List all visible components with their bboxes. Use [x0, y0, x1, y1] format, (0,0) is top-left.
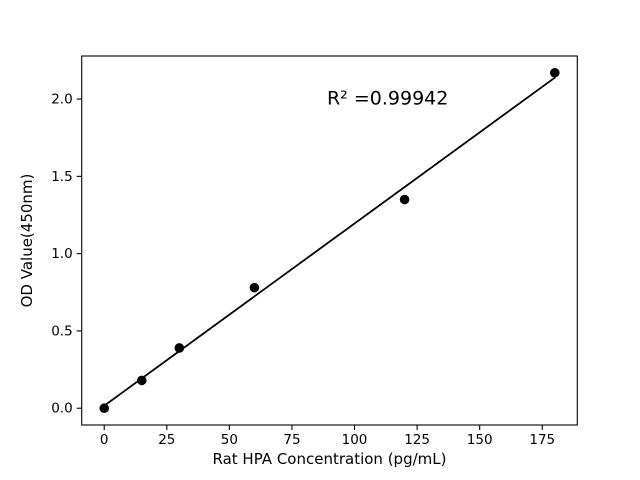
- x-tick-label: 50: [221, 432, 238, 448]
- data-point: [136, 375, 147, 386]
- x-tick-label: 0: [100, 432, 109, 448]
- data-point: [174, 343, 185, 353]
- data-point: [399, 194, 410, 205]
- data-point: [99, 403, 110, 414]
- plot-border: [81, 55, 578, 426]
- y-tick-label: 1.0: [51, 246, 72, 262]
- x-tick-label: 150: [467, 432, 493, 448]
- y-tick-label: 0.5: [51, 323, 72, 339]
- x-tick-label: 25: [158, 432, 175, 448]
- y-axis-label: OD Value(450nm): [18, 174, 36, 308]
- x-tick-label: 175: [529, 432, 555, 448]
- y-tick-label: 0.0: [51, 401, 72, 417]
- y-tick-label: 1.5: [51, 169, 72, 185]
- data-point: [549, 67, 560, 78]
- r-squared-annotation: R² =0.99942: [327, 88, 448, 110]
- x-tick-label: 100: [342, 432, 368, 448]
- y-tick-label: 2.0: [51, 92, 72, 108]
- x-tick-label: 125: [404, 432, 430, 448]
- x-axis-label: Rat HPA Concentration (pg/mL): [213, 450, 447, 468]
- data-point: [249, 282, 260, 293]
- x-tick-label: 75: [283, 432, 300, 448]
